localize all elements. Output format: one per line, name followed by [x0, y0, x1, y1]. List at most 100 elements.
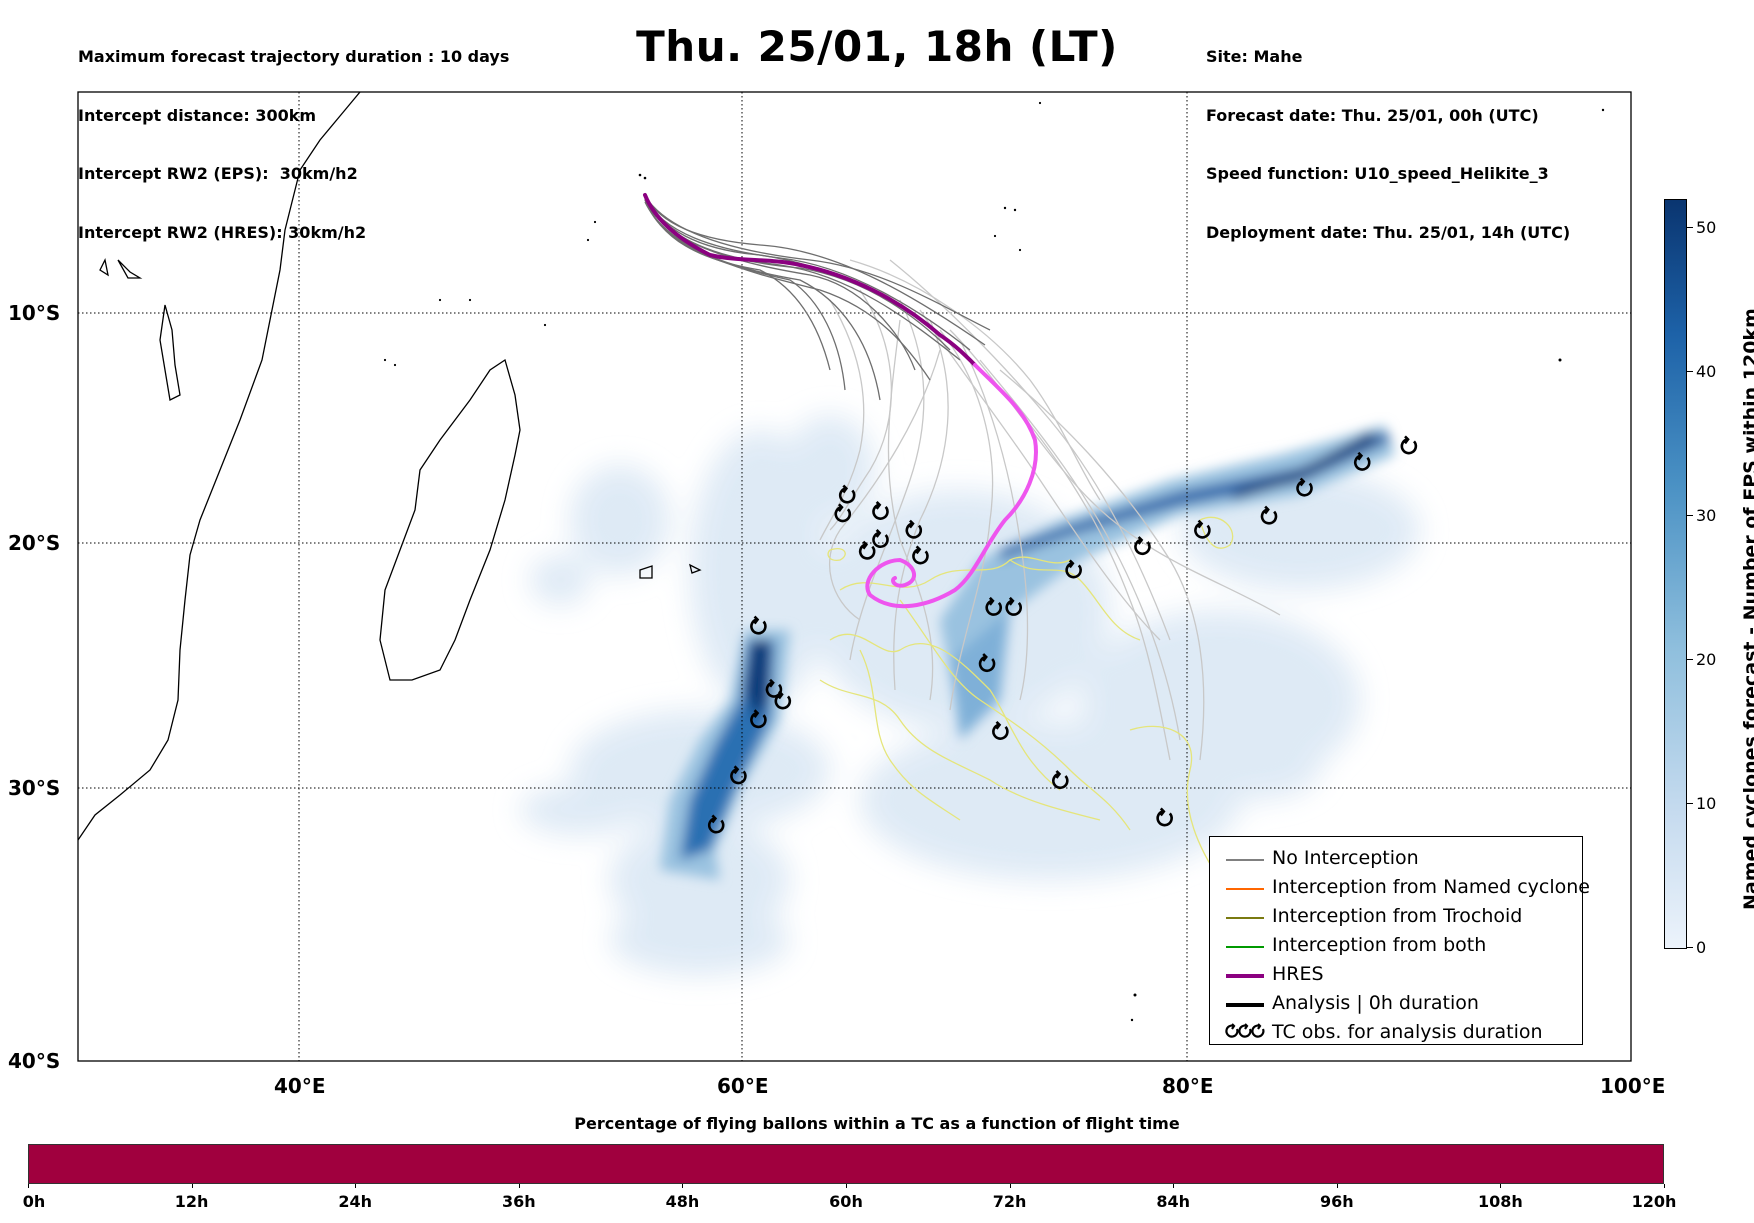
time-bar-tick	[1173, 1184, 1175, 1188]
tc-marker-icon	[1005, 596, 1022, 616]
trochoid-tracks	[819, 516, 1234, 881]
coastlines	[78, 92, 702, 841]
lat-label-20s: 20°S	[8, 531, 61, 555]
map-legend: No Interception Interception from Named …	[1209, 836, 1590, 1048]
tc-marker-icon	[858, 540, 876, 560]
legend-swatch	[1226, 888, 1264, 890]
tc-marker-icon	[905, 519, 923, 539]
legend-swatch	[1226, 1003, 1264, 1007]
legend-label: No Interception	[1272, 847, 1419, 869]
time-bar-tick	[1009, 1184, 1011, 1188]
tc-marker-icon	[1052, 770, 1069, 789]
legend-item-hres: HRES	[1210, 961, 1582, 990]
colorbar-tick	[1687, 803, 1693, 804]
time-bar-tick-label: 0h	[22, 1192, 46, 1211]
hres-track	[643, 193, 1038, 609]
time-bar-tick-label: 108h	[1477, 1192, 1523, 1211]
time-bar-tick-label: 96h	[1319, 1192, 1354, 1211]
lat-label-10s: 10°S	[8, 301, 61, 325]
site-line: Deployment date: Thu. 25/01, 14h (UTC)	[1206, 222, 1571, 242]
legend-item-analysis: Analysis | 0h duration	[1210, 990, 1582, 1019]
tc-marker-icon	[1400, 435, 1418, 455]
time-bar-tick	[1336, 1184, 1338, 1188]
legend-item-no-interception: No Interception	[1210, 845, 1582, 874]
tc-marker-icon	[1260, 505, 1278, 525]
legend-label: HRES	[1272, 963, 1324, 985]
param-line: Maximum forecast trajectory duration : 1…	[78, 47, 510, 66]
lat-label-40s: 40°S	[8, 1049, 61, 1073]
tc-marker-icon	[707, 814, 725, 834]
lat-label-30s: 30°S	[8, 776, 61, 800]
colorbar-tick-label: 50	[1696, 218, 1717, 237]
colorbar-tick-label: 0	[1696, 938, 1707, 957]
time-bar-tick	[518, 1184, 520, 1188]
lon-label-40e: 40°E	[274, 1074, 326, 1098]
legend-swatch	[1226, 974, 1264, 978]
colorbar-tick-label: 10	[1696, 794, 1717, 813]
colorbar-tick-label: 40	[1696, 362, 1717, 381]
tc-marker-icon	[765, 678, 783, 698]
map-frame	[77, 91, 1632, 1062]
tc-marker-icon	[978, 653, 996, 672]
legend-item-both: Interception from both	[1210, 932, 1582, 961]
tc-marker-icon	[774, 690, 792, 710]
map-title: Thu. 25/01, 18h (LT)	[636, 22, 1118, 71]
param-line: Intercept distance: 300km	[78, 105, 317, 125]
legend-item-tc-obs: TC obs. for analysis duration	[1210, 1019, 1582, 1048]
colorbar-tick	[1687, 515, 1693, 516]
legend-label: Analysis | 0h duration	[1272, 992, 1479, 1014]
tc-marker-icon	[1353, 451, 1371, 471]
legend-label: Interception from both	[1272, 934, 1487, 956]
colorbar-title: Named cyclones forecast - Number of EPS …	[1740, 308, 1754, 910]
time-bar-tick	[1664, 1184, 1665, 1188]
legend-swatch	[1226, 946, 1264, 948]
islands	[383, 101, 1605, 1022]
tc-symbol-icon	[1225, 1023, 1265, 1038]
time-bar-tick	[1500, 1184, 1502, 1188]
tc-marker-icon	[1065, 559, 1082, 579]
tc-marker-icon	[872, 529, 889, 548]
eps-density-field	[520, 415, 1420, 975]
tc-marker-icon	[750, 709, 767, 729]
colorbar-tick-label: 20	[1696, 650, 1717, 669]
time-bar-tick	[191, 1184, 193, 1188]
time-bar-tick-label: 24h	[338, 1192, 373, 1211]
time-bar-tick-label: 60h	[829, 1192, 863, 1211]
colorbar-tick	[1687, 371, 1693, 372]
time-bar-tick-label: 36h	[501, 1192, 536, 1211]
tc-observations	[707, 435, 1418, 834]
site-line: Forecast date: Thu. 25/01, 00h (UTC)	[1206, 105, 1539, 125]
tc-marker-icon	[1194, 519, 1211, 539]
time-bar-tick	[355, 1184, 357, 1188]
legend-label: Interception from Named cyclone	[1272, 876, 1590, 898]
legend-item-trochoid: Interception from Trochoid	[1210, 903, 1582, 932]
lon-label-80e: 80°E	[1162, 1074, 1214, 1098]
tc-marker-icon	[730, 765, 747, 785]
tc-marker-icon	[834, 503, 851, 523]
colorbar-tick-label: 30	[1696, 506, 1717, 525]
tc-marker-icon	[750, 615, 767, 635]
time-bar-tick-label: 12h	[174, 1192, 209, 1211]
legend-item-named-cyclone: Interception from Named cyclone	[1210, 874, 1590, 903]
legend-label: Interception from Trochoid	[1272, 905, 1523, 927]
time-bar-tick-label: 48h	[665, 1192, 700, 1211]
tc-marker-icon	[1296, 477, 1313, 497]
flight-time-bar	[28, 1144, 1664, 1184]
time-bar-tick-label: 120h	[1631, 1192, 1677, 1211]
time-bar-tick	[28, 1184, 29, 1188]
site-line: Speed function: U10_speed_Helikite_3	[1206, 164, 1549, 183]
time-bar-tick-label: 72h	[992, 1192, 1027, 1211]
tc-marker-icon	[872, 500, 889, 520]
param-line: Intercept RW2 (EPS): 30km/h2	[78, 164, 358, 183]
legend-label: TC obs. for analysis duration	[1272, 1021, 1543, 1043]
legend-swatch	[1226, 917, 1264, 919]
lon-label-100e: 100°E	[1600, 1074, 1666, 1098]
time-bar-tick	[682, 1184, 684, 1188]
tc-marker-icon	[1134, 536, 1151, 555]
lon-label-60e: 60°E	[717, 1074, 769, 1098]
colorbar-tick	[1687, 659, 1693, 660]
time-bar-tick-label: 84h	[1156, 1192, 1191, 1211]
tc-marker-icon	[1156, 807, 1173, 827]
time-bar-title: Percentage of flying ballons within a TC…	[574, 1114, 1180, 1133]
tc-marker-icon	[985, 596, 1002, 616]
